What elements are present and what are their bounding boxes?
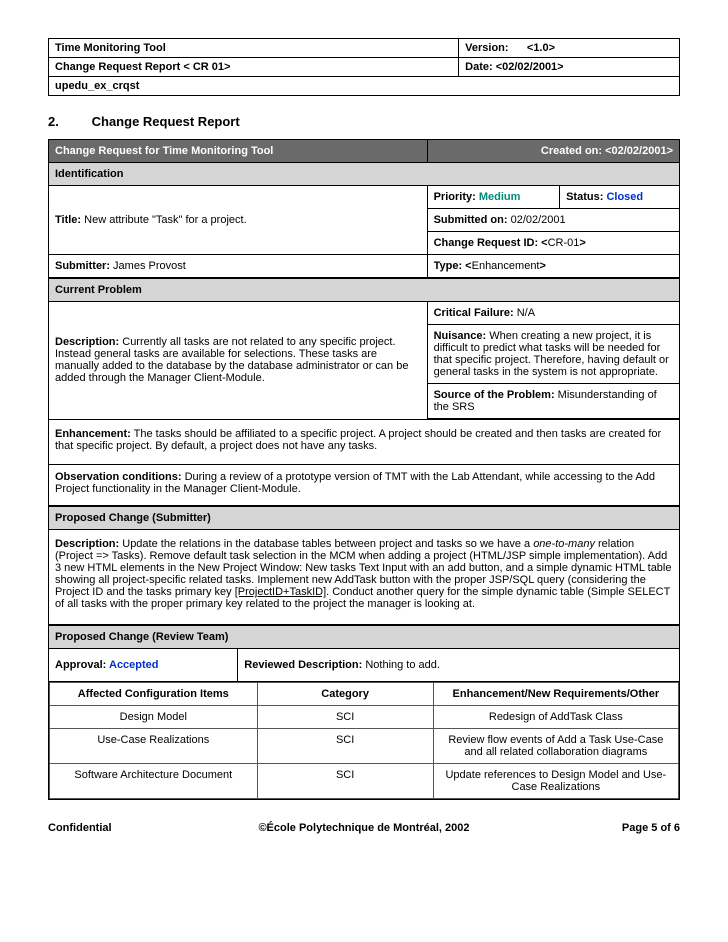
priority-label: Priority:	[434, 191, 479, 203]
obs-label: Observation conditions:	[55, 471, 182, 483]
src-label: Source of the Problem:	[434, 389, 555, 401]
submitter-label: Submitter:	[55, 260, 110, 272]
crit-label: Critical Failure:	[434, 307, 514, 319]
title-label: Title:	[55, 214, 81, 226]
prob-desc-label: Description:	[55, 336, 119, 348]
aff-r0-b: SCI	[257, 706, 433, 729]
propsub-p1: Update the relations in the database tab…	[119, 538, 533, 550]
crid-label: Change Request ID: <	[434, 237, 548, 249]
revdesc-label: Reviewed Description:	[244, 659, 362, 671]
type-suffix: >	[540, 260, 546, 272]
aff-r1-b: SCI	[257, 729, 433, 764]
crid-value: CR-01	[548, 237, 580, 249]
table-row: Use-Case Realizations SCI Review flow ev…	[50, 729, 679, 764]
approval-label: Approval:	[55, 659, 109, 671]
aff-r1-a: Use-Case Realizations	[50, 729, 258, 764]
aff-r2-a: Software Architecture Document	[50, 764, 258, 799]
page-footer: Confidential ©École Polytechnique de Mon…	[48, 822, 680, 834]
created-on: Created on: <02/02/2001>	[541, 145, 673, 157]
propsub-desc-label: Description:	[55, 538, 119, 550]
version-value: <1.0>	[527, 42, 555, 54]
proposed-submitter-header: Proposed Change (Submitter)	[49, 506, 680, 530]
section-title: Change Request Report	[92, 114, 240, 129]
date-label: Date: <02/02/2001>	[465, 61, 563, 73]
change-request-form: Change Request for Time Monitoring Tool …	[48, 139, 680, 800]
enh-label: Enhancement:	[55, 428, 131, 440]
aff-h3: Enhancement/New Requirements/Other	[433, 683, 678, 706]
aff-r0-c: Redesign of AddTask Class	[433, 706, 678, 729]
crid-suffix: >	[579, 237, 585, 249]
crit-value: N/A	[514, 307, 535, 319]
priority-value: Medium	[479, 191, 521, 203]
aff-h1: Affected Configuration Items	[50, 683, 258, 706]
submitted-label: Submitted on:	[434, 214, 511, 226]
nuis-label: Nuisance:	[434, 330, 487, 342]
submitted-value: 02/02/2001	[511, 214, 566, 226]
identification-header: Identification	[49, 163, 680, 186]
aff-r2-b: SCI	[257, 764, 433, 799]
submitter-value: James Provost	[110, 260, 186, 272]
propsub-under: [ProjectID+TaskID]	[235, 586, 326, 598]
table-row: Software Architecture Document SCI Updat…	[50, 764, 679, 799]
footer-left: Confidential	[48, 822, 112, 834]
footer-right: Page 5 of 6	[622, 822, 680, 834]
status-value: Closed	[606, 191, 643, 203]
enh-value: The tasks should be affiliated to a spec…	[55, 428, 661, 452]
current-problem-header: Current Problem	[49, 278, 680, 302]
aff-r0-a: Design Model	[50, 706, 258, 729]
status-label: Status:	[566, 191, 606, 203]
aff-r2-c: Update references to Design Model and Us…	[433, 764, 678, 799]
type-label: Type: <	[434, 260, 472, 272]
revdesc-value: Nothing to add.	[362, 659, 440, 671]
version-label: Version:	[465, 42, 508, 54]
aff-h2: Category	[257, 683, 433, 706]
title-value: New attribute "Task" for a project.	[81, 214, 247, 226]
propsub-ital: one-to-many	[533, 538, 595, 550]
section-number: 2.	[48, 114, 88, 129]
footer-center: ©École Polytechnique de Montréal, 2002	[258, 822, 469, 834]
proposed-review-header: Proposed Change (Review Team)	[49, 625, 680, 649]
affected-items-table: Affected Configuration Items Category En…	[49, 682, 679, 799]
doc-code: upedu_ex_crqst	[55, 80, 139, 92]
type-value: Enhancement	[472, 260, 540, 272]
section-heading: 2. Change Request Report	[48, 114, 680, 129]
table-row: Design Model SCI Redesign of AddTask Cla…	[50, 706, 679, 729]
doc-header-table: Time Monitoring Tool Version: <1.0> Chan…	[48, 38, 680, 96]
aff-r1-c: Review flow events of Add a Task Use-Cas…	[433, 729, 678, 764]
form-title: Change Request for Time Monitoring Tool	[55, 145, 273, 157]
report-label: Change Request Report < CR 01>	[55, 61, 230, 73]
tool-label: Time Monitoring Tool	[55, 42, 166, 54]
approval-value: Accepted	[109, 659, 159, 671]
